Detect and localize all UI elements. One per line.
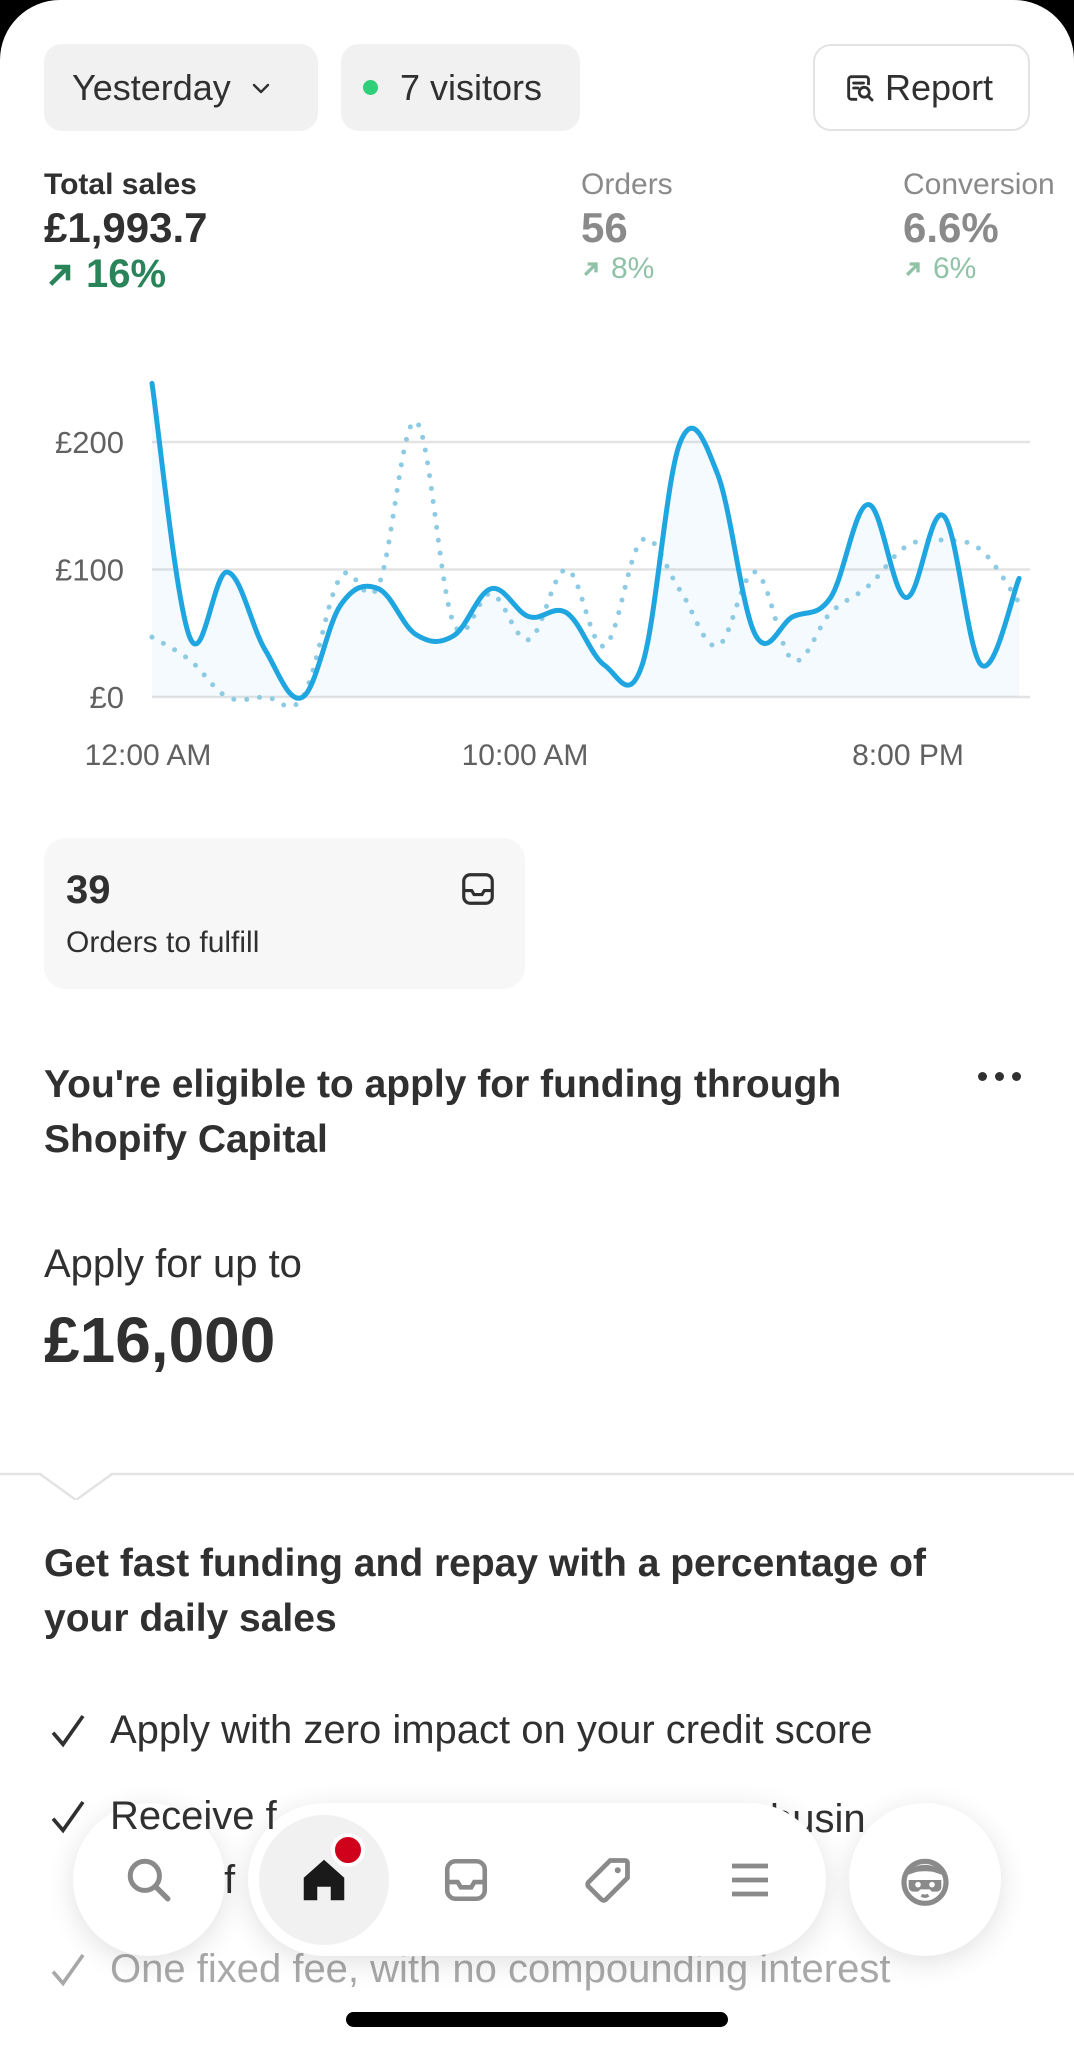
capital-heading-line: You're eligible to apply for funding thr…	[44, 1063, 842, 1106]
menu-icon	[732, 1863, 768, 1896]
metric-total-sales[interactable]: Total sales £1,993.7 16%	[44, 168, 208, 297]
notification-badge	[331, 1833, 365, 1867]
metric-delta: 8%	[611, 252, 655, 285]
inbox-icon	[462, 873, 494, 905]
visitors-count: 7 visitors	[400, 66, 543, 108]
benefit-text: Receive f	[110, 1794, 277, 1838]
apply-label: Apply for up to	[44, 1242, 302, 1286]
nav-home-button[interactable]	[259, 1815, 389, 1945]
tag-icon	[585, 1857, 630, 1903]
section-divider	[0, 1472, 1074, 1500]
capital-heading: You're eligible to apply for funding thr…	[44, 1057, 944, 1167]
benefit-text: Apply with zero impact on your credit sc…	[110, 1708, 873, 1752]
live-dot-icon	[363, 80, 378, 95]
more-options-button[interactable]	[978, 1072, 1021, 1081]
chevron-down-icon	[252, 83, 269, 93]
home-icon	[303, 1859, 345, 1901]
checkmark-icon	[51, 1953, 85, 1986]
metric-label: Total sales	[44, 168, 197, 201]
nav-search-button[interactable]	[73, 1803, 225, 1956]
metric-value: £1,993.7	[44, 204, 208, 251]
date-filter-dropdown[interactable]: Yesterday	[44, 44, 318, 131]
series-area	[152, 383, 1020, 699]
arrow-up-right-icon	[583, 262, 598, 277]
metric-delta: 16%	[86, 252, 167, 296]
metric-value: 6.6%	[903, 204, 999, 251]
arrow-up-right-icon	[905, 262, 920, 277]
nav-account-button[interactable]	[849, 1803, 1001, 1956]
capital-subheading-line: Get fast funding and repay with a percen…	[44, 1542, 926, 1585]
live-visitors-button[interactable]: 7 visitors	[341, 44, 580, 131]
x-tick-label: 8:00 PM	[852, 739, 964, 772]
metric-label: Orders	[581, 168, 673, 201]
benefit-item: Apply with zero impact on your credit sc…	[48, 1708, 873, 1753]
orders-to-fulfill-card[interactable]: 39 Orders to fulfill	[44, 838, 525, 989]
nav-products-button[interactable]	[582, 1854, 634, 1906]
metric-delta: 6%	[933, 252, 977, 285]
arrow-up-right-icon	[49, 264, 71, 286]
inbox-icon	[444, 1858, 488, 1901]
y-tick-label: £200	[55, 425, 124, 460]
x-tick-label: 10:00 AM	[462, 739, 589, 772]
sales-series-line	[149, 380, 1022, 701]
fulfill-label: Orders to fulfill	[66, 926, 260, 959]
report-button[interactable]: Report	[813, 44, 1030, 131]
capital-subheading-line: your daily sales	[44, 1597, 337, 1640]
home-indicator	[346, 2012, 728, 2027]
funding-amount: £16,000	[44, 1304, 276, 1376]
checkmark-icon	[51, 1714, 85, 1747]
checkmark-icon	[51, 1800, 85, 1833]
metric-conversion[interactable]: Conversion 6.6% 6%	[903, 168, 1055, 286]
benefit-item: Receive f	[48, 1794, 277, 1839]
metric-label: Conversion	[903, 168, 1055, 201]
ellipsis-icon	[978, 1072, 1021, 1081]
nav-menu-button[interactable]	[726, 1856, 774, 1904]
report-search-icon	[847, 74, 874, 101]
benefit-text-fragment: f	[224, 1858, 236, 1902]
report-label: Report	[885, 66, 994, 108]
avatar-icon	[901, 1858, 949, 1906]
date-filter-label: Yesterday	[72, 66, 231, 108]
fulfill-count: 39	[66, 868, 111, 912]
bottom-nav-bar	[248, 1803, 826, 1956]
capital-heading-line: Shopify Capital	[44, 1118, 328, 1161]
y-tick-label: £0	[90, 680, 124, 715]
capital-subheading: Get fast funding and repay with a percen…	[44, 1536, 944, 1646]
y-tick-label: £100	[55, 553, 124, 588]
sales-line-chart[interactable]: £0 £100 £200 12:00 AM 10:00 AM 8:00 PM	[0, 360, 1074, 780]
x-tick-label: 12:00 AM	[85, 739, 212, 772]
metric-value: 56	[581, 204, 628, 251]
metric-orders[interactable]: Orders 56 8%	[581, 168, 673, 286]
nav-orders-button[interactable]	[441, 1855, 491, 1905]
search-icon	[127, 1858, 171, 1901]
